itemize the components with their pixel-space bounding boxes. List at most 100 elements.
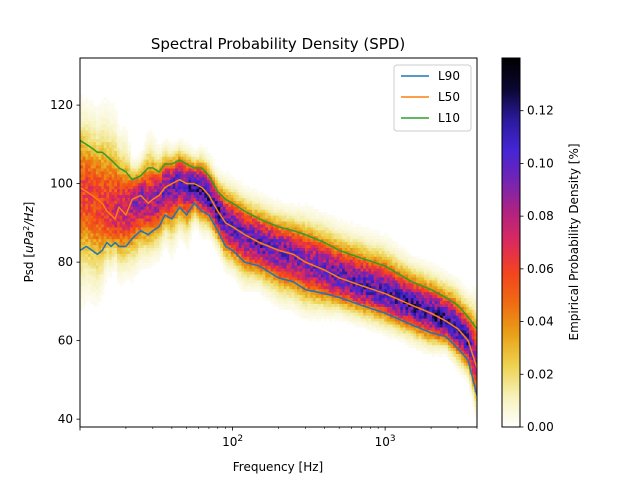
- heat-cell: [384, 294, 388, 299]
- heat-cell: [106, 212, 110, 216]
- heat-cell: [117, 179, 121, 184]
- heat-cell: [307, 229, 311, 234]
- heat-cell: [360, 229, 364, 234]
- heat-cell: [119, 262, 123, 266]
- heat-cell: [249, 194, 253, 198]
- heat-cell: [143, 167, 147, 172]
- heat-cell: [169, 173, 174, 178]
- heat-cell: [87, 259, 92, 263]
- heat-cell: [384, 315, 388, 319]
- heat-cell: [410, 341, 415, 346]
- heat-cell: [162, 156, 166, 160]
- heat-cell: [233, 185, 237, 190]
- heat-cell: [344, 285, 348, 290]
- heat-cell: [238, 203, 243, 207]
- heat-cell: [188, 232, 192, 237]
- heat-cell: [349, 303, 354, 307]
- heat-cell: [318, 215, 322, 219]
- heat-cell: [177, 173, 182, 178]
- heat-cell: [175, 191, 179, 196]
- heat-cell: [93, 297, 97, 301]
- heat-cell: [204, 179, 208, 184]
- heat-cell: [328, 232, 333, 237]
- heat-cell: [201, 215, 205, 219]
- heat-cell: [80, 200, 84, 204]
- heat-cell: [394, 323, 399, 328]
- heat-cell: [167, 194, 171, 198]
- heat-cell: [167, 144, 171, 148]
- heat-cell: [95, 182, 100, 187]
- heat-cell: [185, 229, 190, 234]
- heat-cell: [138, 217, 142, 222]
- heat-cell: [138, 265, 142, 269]
- heat-cell: [294, 306, 298, 310]
- heat-cell: [106, 176, 110, 181]
- heat-cell: [355, 279, 359, 284]
- heat-cell: [185, 200, 190, 204]
- heat-cell: [304, 291, 309, 296]
- heat-cell: [410, 344, 415, 349]
- heat-cell: [376, 276, 380, 281]
- heat-cell: [156, 164, 160, 169]
- heat-cell: [363, 315, 367, 319]
- heat-cell: [365, 297, 370, 301]
- heat-cell: [312, 279, 317, 284]
- heat-cell: [270, 215, 274, 219]
- heat-cell: [281, 285, 285, 290]
- heat-cell: [368, 229, 372, 234]
- heat-cell: [355, 244, 359, 248]
- heat-cell: [225, 268, 229, 272]
- heat-cell: [413, 332, 417, 337]
- heat-cell: [299, 309, 303, 313]
- heat-cell: [259, 279, 264, 284]
- heat-cell: [352, 268, 356, 272]
- heat-cell: [371, 253, 375, 257]
- heat-cell: [82, 253, 86, 257]
- heat-cell: [236, 247, 240, 251]
- heat-cell: [236, 229, 240, 234]
- heat-cell: [87, 197, 92, 201]
- heat-cell: [257, 250, 261, 254]
- heat-cell: [342, 259, 346, 263]
- heat-cell: [212, 244, 216, 248]
- heat-cell: [135, 197, 139, 201]
- heat-cell: [222, 203, 227, 207]
- heat-cell: [117, 209, 121, 213]
- heat-cell: [405, 341, 409, 346]
- heat-cell: [169, 250, 174, 254]
- heat-cell: [289, 226, 293, 231]
- heat-cell: [254, 226, 258, 231]
- heat-cell: [85, 141, 89, 145]
- heat-cell: [204, 206, 208, 210]
- heat-cell: [87, 244, 92, 248]
- heat-cell: [90, 229, 94, 234]
- heat-cell: [180, 238, 184, 243]
- heat-cell: [143, 247, 147, 251]
- heat-cell: [347, 241, 351, 246]
- heat-cell: [352, 297, 356, 301]
- heat-cell: [201, 223, 205, 228]
- heat-cell: [175, 220, 179, 225]
- heat-cell: [220, 182, 224, 187]
- heat-cell: [397, 329, 401, 334]
- heat-cell: [310, 312, 314, 316]
- heat-cell: [140, 241, 145, 246]
- heat-cell: [154, 170, 158, 175]
- heat-cell: [148, 150, 153, 154]
- heat-cell: [146, 247, 150, 251]
- heat-cell: [246, 215, 250, 219]
- heat-cell: [80, 150, 84, 154]
- heat-cell: [278, 268, 282, 272]
- heat-cell: [101, 256, 105, 260]
- heat-cell: [371, 294, 375, 299]
- heat-cell: [124, 220, 129, 225]
- heat-cell: [212, 188, 216, 193]
- heat-cell: [307, 226, 311, 231]
- heat-cell: [101, 100, 105, 104]
- heat-cell: [146, 141, 150, 145]
- heat-cell: [95, 247, 100, 251]
- heat-cell: [162, 185, 166, 190]
- heat-cell: [365, 250, 370, 254]
- heat-cell: [392, 241, 396, 246]
- heat-cell: [387, 247, 391, 251]
